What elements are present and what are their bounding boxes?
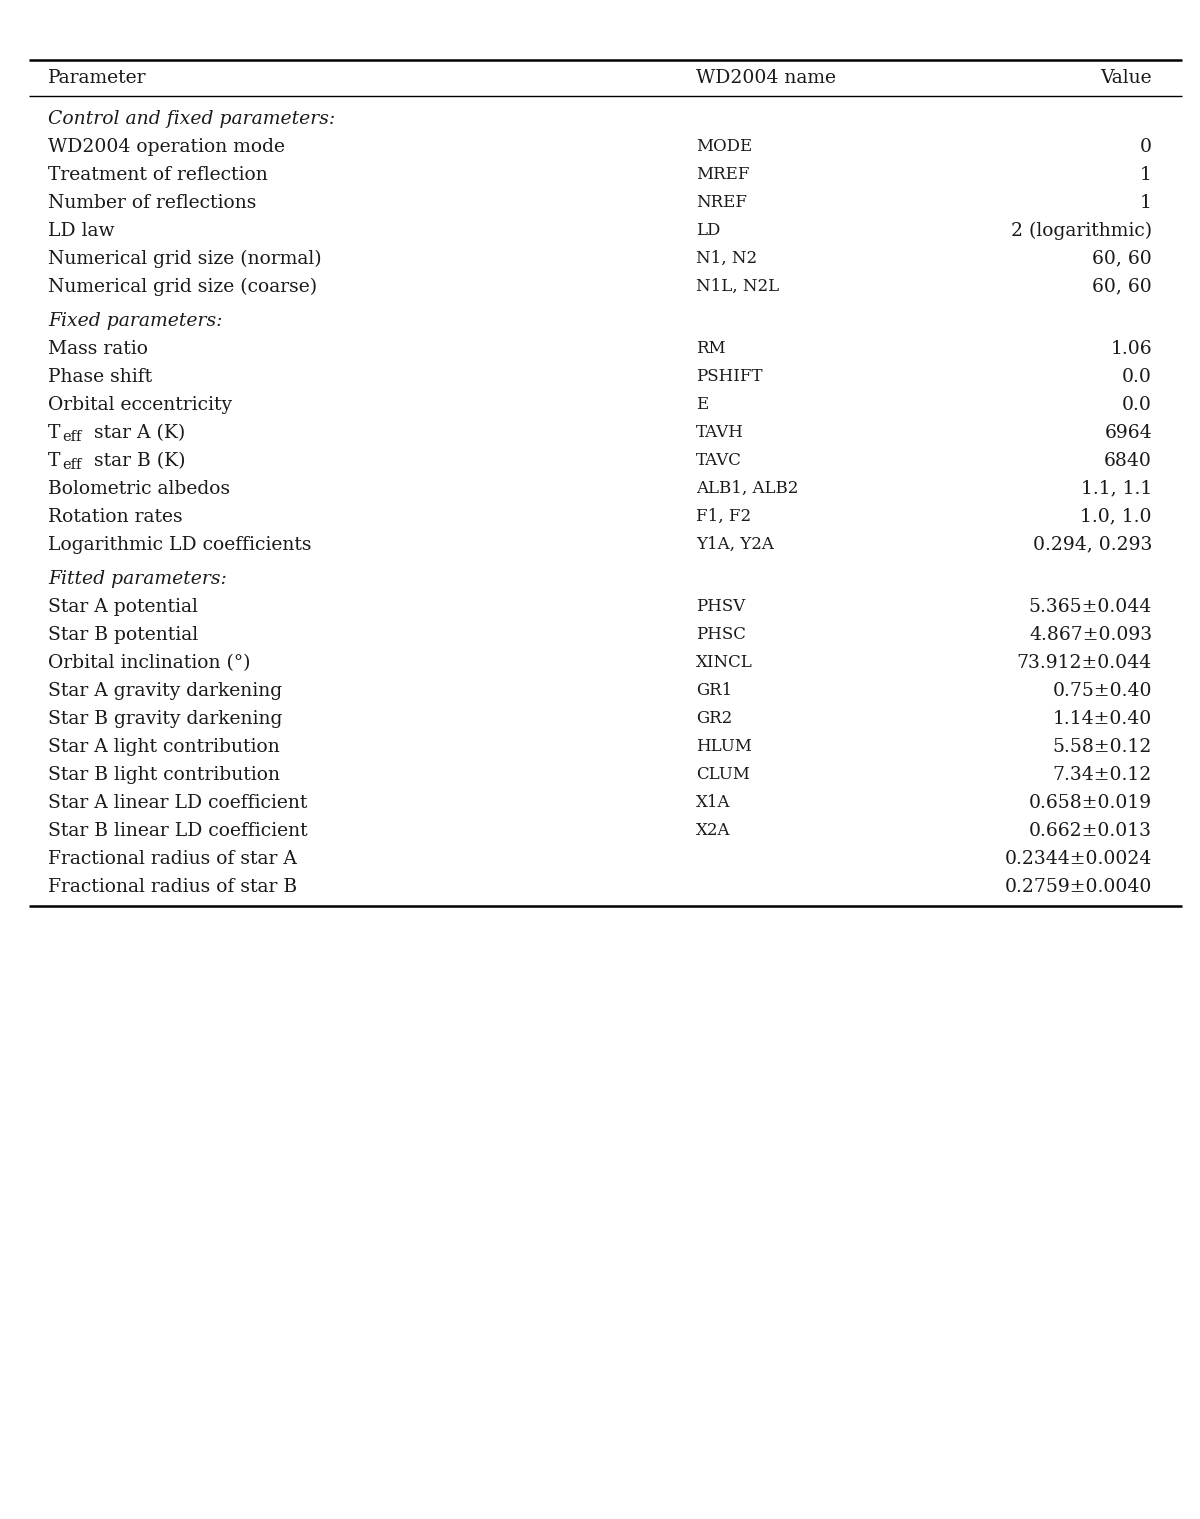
Text: CLUM: CLUM: [696, 766, 750, 784]
Text: 0.0: 0.0: [1122, 396, 1152, 413]
Text: Orbital eccentricity: Orbital eccentricity: [48, 396, 232, 413]
Text: T: T: [48, 424, 60, 442]
Text: 6840: 6840: [1104, 451, 1152, 469]
Text: Value: Value: [1100, 68, 1152, 87]
Text: TAVC: TAVC: [696, 453, 742, 469]
Text: 60, 60: 60, 60: [1092, 249, 1152, 267]
Text: GR2: GR2: [696, 711, 732, 728]
Text: 1.1, 1.1: 1.1, 1.1: [1081, 480, 1152, 498]
Text: 60, 60: 60, 60: [1092, 278, 1152, 296]
Text: 0.658±0.019: 0.658±0.019: [1028, 794, 1152, 811]
Text: star A (K): star A (K): [88, 424, 185, 442]
Text: LD law: LD law: [48, 222, 114, 240]
Text: MODE: MODE: [696, 138, 752, 155]
Text: MREF: MREF: [696, 166, 750, 184]
Text: HLUM: HLUM: [696, 738, 752, 755]
Text: 0.662±0.013: 0.662±0.013: [1030, 822, 1152, 840]
Text: Fixed parameters:: Fixed parameters:: [48, 311, 222, 330]
Text: Star A light contribution: Star A light contribution: [48, 738, 280, 756]
Text: eff: eff: [62, 457, 82, 472]
Text: 4.867±0.093: 4.867±0.093: [1028, 626, 1152, 644]
Text: X1A: X1A: [696, 794, 731, 811]
Text: Bolometric albedos: Bolometric albedos: [48, 480, 230, 498]
Text: Number of reflections: Number of reflections: [48, 194, 257, 211]
Text: WD2004 name: WD2004 name: [696, 68, 836, 87]
Text: N1, N2: N1, N2: [696, 251, 757, 267]
Text: 0.294, 0.293: 0.294, 0.293: [1033, 536, 1152, 554]
Text: 5.58±0.12: 5.58±0.12: [1052, 738, 1152, 756]
Text: PSHIFT: PSHIFT: [696, 368, 762, 386]
Text: 1: 1: [1140, 194, 1152, 211]
Text: 1.0, 1.0: 1.0, 1.0: [1080, 507, 1152, 526]
Text: Star A linear LD coefficient: Star A linear LD coefficient: [48, 794, 307, 811]
Text: PHSV: PHSV: [696, 598, 745, 615]
Text: 5.365±0.044: 5.365±0.044: [1028, 598, 1152, 615]
Text: Phase shift: Phase shift: [48, 368, 152, 386]
Text: eff: eff: [62, 430, 82, 444]
Text: 0.75±0.40: 0.75±0.40: [1052, 682, 1152, 700]
Text: Control and fixed parameters:: Control and fixed parameters:: [48, 109, 335, 128]
Text: 0.2759±0.0040: 0.2759±0.0040: [1004, 878, 1152, 896]
Text: N1L, N2L: N1L, N2L: [696, 278, 779, 295]
Text: star B (K): star B (K): [88, 451, 186, 469]
Text: 0: 0: [1140, 138, 1152, 156]
Text: 0.0: 0.0: [1122, 368, 1152, 386]
Text: Y1A, Y2A: Y1A, Y2A: [696, 536, 774, 553]
Text: 2 (logarithmic): 2 (logarithmic): [1010, 222, 1152, 240]
Text: 73.912±0.044: 73.912±0.044: [1016, 653, 1152, 671]
Text: Numerical grid size (coarse): Numerical grid size (coarse): [48, 278, 317, 296]
Text: 1.14±0.40: 1.14±0.40: [1052, 709, 1152, 728]
Text: Fitted parameters:: Fitted parameters:: [48, 570, 227, 588]
Text: Star A gravity darkening: Star A gravity darkening: [48, 682, 282, 700]
Text: Star B gravity darkening: Star B gravity darkening: [48, 709, 282, 728]
Text: 1: 1: [1140, 166, 1152, 184]
Text: PHSC: PHSC: [696, 626, 746, 644]
Text: F1, F2: F1, F2: [696, 509, 751, 526]
Text: LD: LD: [696, 222, 720, 240]
Text: Parameter: Parameter: [48, 68, 146, 87]
Text: RM: RM: [696, 340, 726, 357]
Text: 6964: 6964: [1104, 424, 1152, 442]
Text: Orbital inclination (°): Orbital inclination (°): [48, 653, 251, 671]
Text: Fractional radius of star B: Fractional radius of star B: [48, 878, 298, 896]
Text: Star B light contribution: Star B light contribution: [48, 766, 280, 784]
Text: E: E: [696, 396, 708, 413]
Text: Fractional radius of star A: Fractional radius of star A: [48, 849, 296, 867]
Text: 7.34±0.12: 7.34±0.12: [1052, 766, 1152, 784]
Text: 1.06: 1.06: [1110, 340, 1152, 358]
Text: Star A potential: Star A potential: [48, 598, 198, 615]
Text: ALB1, ALB2: ALB1, ALB2: [696, 480, 798, 497]
Text: T: T: [48, 451, 60, 469]
Text: 0.2344±0.0024: 0.2344±0.0024: [1004, 849, 1152, 867]
Text: GR1: GR1: [696, 682, 732, 699]
Text: Star B linear LD coefficient: Star B linear LD coefficient: [48, 822, 307, 840]
Text: NREF: NREF: [696, 194, 746, 211]
Text: Star B potential: Star B potential: [48, 626, 198, 644]
Text: WD2004 operation mode: WD2004 operation mode: [48, 138, 286, 156]
Text: X2A: X2A: [696, 822, 731, 840]
Text: TAVH: TAVH: [696, 424, 744, 442]
Text: Logarithmic LD coefficients: Logarithmic LD coefficients: [48, 536, 312, 554]
Text: Rotation rates: Rotation rates: [48, 507, 182, 526]
Text: Treatment of reflection: Treatment of reflection: [48, 166, 268, 184]
Text: Numerical grid size (normal): Numerical grid size (normal): [48, 249, 322, 267]
Text: Mass ratio: Mass ratio: [48, 340, 148, 358]
Text: XINCL: XINCL: [696, 655, 752, 671]
